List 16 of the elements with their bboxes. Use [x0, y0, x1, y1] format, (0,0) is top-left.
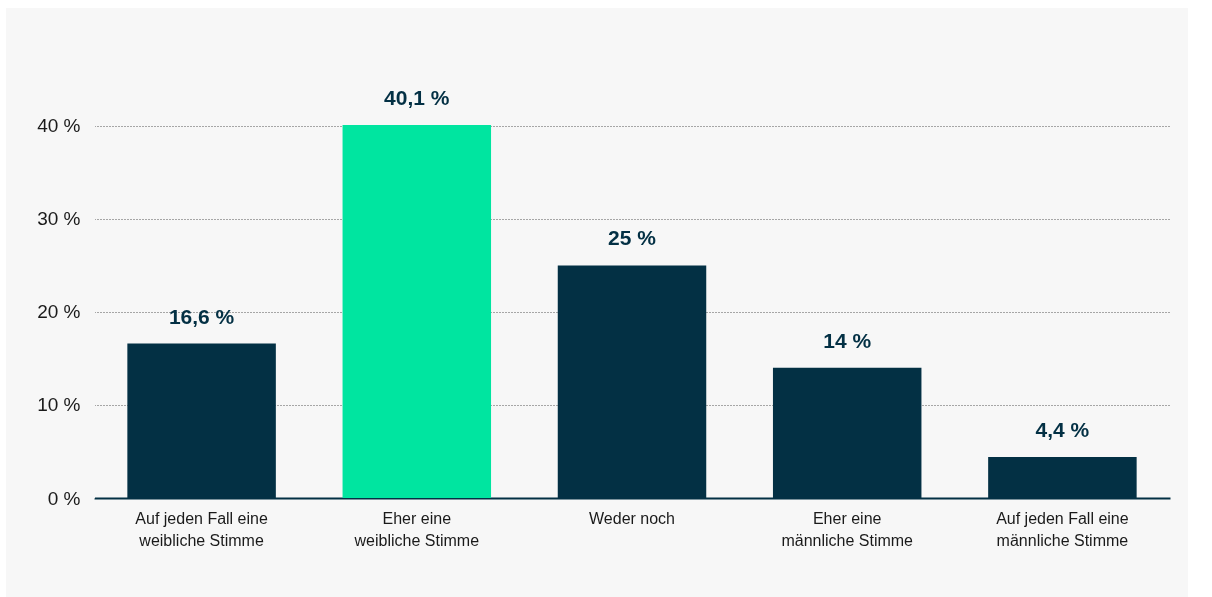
y-tick-label: 20 % — [37, 301, 81, 323]
y-tick-label: 10 % — [37, 394, 81, 416]
x-tick-label: Eher eine weibliche Stimme — [353, 509, 480, 549]
data-label: 4,4 % — [1035, 418, 1090, 442]
data-label: 16,6 % — [168, 304, 235, 328]
bar — [342, 125, 492, 498]
data-label: 14 % — [823, 328, 872, 352]
x-tick-label: Eher eine männliche Stimme — [781, 509, 914, 549]
x-tick-label: Auf jeden Fall eine weibliche Stimme — [135, 509, 268, 549]
data-label: 25 % — [608, 226, 657, 250]
y-tick-label: 40 % — [37, 115, 81, 137]
x-tick-label: Weder noch — [589, 509, 675, 527]
y-tick-label: 30 % — [37, 208, 81, 230]
y-tick-label: 0 % — [47, 487, 81, 509]
x-tick-label: Auf jeden Fall eine männliche Stimme — [996, 509, 1129, 549]
data-label: 40,1 % — [384, 86, 450, 109]
